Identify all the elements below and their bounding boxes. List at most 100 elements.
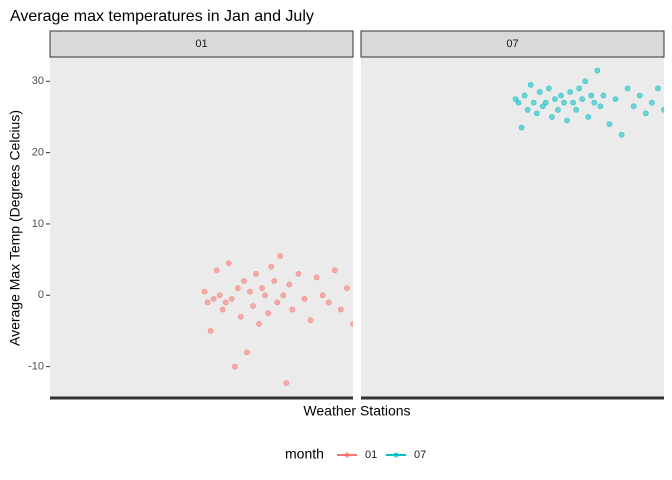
- point: [648, 99, 655, 106]
- point: [350, 320, 353, 327]
- point: [241, 278, 247, 284]
- point: [570, 99, 576, 106]
- point: [573, 106, 580, 113]
- point: [600, 92, 607, 99]
- point: [207, 328, 214, 334]
- y-axis-label: Average Max Temp (Degrees Celcius): [7, 110, 23, 346]
- point: [274, 299, 281, 306]
- legend-key-point: [393, 452, 399, 458]
- point: [337, 306, 344, 313]
- point: [582, 78, 589, 85]
- point: [521, 92, 528, 99]
- strip-label: 07: [506, 38, 518, 50]
- point: [231, 363, 238, 370]
- point: [564, 117, 570, 124]
- point: [271, 278, 278, 284]
- point: [576, 85, 583, 92]
- y-tick-label: 10: [32, 218, 44, 230]
- x-axis-label: Weather Stations: [303, 403, 410, 419]
- point: [533, 110, 540, 117]
- point: [536, 89, 543, 95]
- point: [527, 81, 534, 88]
- point: [283, 380, 290, 386]
- panel: [512, 67, 664, 138]
- point: [280, 292, 287, 299]
- y-tick-label: 30: [32, 75, 44, 87]
- legend-label: 07: [414, 449, 426, 461]
- point: [216, 292, 223, 299]
- point: [262, 292, 269, 299]
- point: [325, 299, 332, 306]
- y-tick-label: 20: [32, 147, 44, 159]
- strip-label: 01: [195, 38, 207, 50]
- point: [331, 267, 338, 274]
- legend-key-point: [344, 452, 350, 458]
- point: [213, 267, 220, 274]
- point: [268, 263, 275, 270]
- point: [244, 349, 250, 356]
- point: [548, 114, 555, 120]
- point: [247, 288, 253, 295]
- point: [234, 285, 241, 292]
- point: [661, 106, 664, 113]
- point: [256, 320, 262, 327]
- point: [585, 114, 592, 120]
- point: [655, 85, 661, 92]
- point: [201, 288, 208, 295]
- point: [237, 313, 244, 320]
- point: [259, 285, 265, 292]
- point: [210, 295, 217, 302]
- point: [588, 92, 595, 99]
- strip-background: [360, 30, 665, 58]
- point: [307, 317, 314, 324]
- point: [295, 270, 302, 277]
- point: [313, 274, 320, 281]
- point: [277, 253, 284, 259]
- point: [606, 121, 613, 127]
- point: [301, 295, 308, 302]
- point: [222, 299, 229, 306]
- point: [286, 281, 293, 288]
- point: [228, 295, 235, 302]
- point: [289, 306, 296, 313]
- panel: [201, 253, 353, 386]
- legend-label: 01: [365, 449, 377, 461]
- chart-title: Average max temperatures in Jan and July: [10, 8, 314, 25]
- point: [219, 306, 226, 313]
- point: [552, 96, 558, 102]
- point: [344, 285, 350, 292]
- point: [542, 99, 549, 106]
- point: [265, 310, 272, 317]
- point: [555, 106, 561, 113]
- point: [524, 106, 531, 113]
- point: [545, 85, 552, 92]
- legend-title: month: [285, 446, 324, 462]
- point: [618, 131, 625, 138]
- point: [319, 292, 326, 299]
- point: [558, 92, 564, 99]
- point: [225, 260, 232, 267]
- panel-background: [50, 57, 353, 398]
- y-tick-label: -10: [28, 361, 44, 373]
- point: [591, 99, 598, 106]
- point: [530, 99, 537, 106]
- point: [624, 85, 631, 92]
- strip-background: [49, 30, 354, 58]
- point: [204, 299, 211, 306]
- panel-background: [361, 57, 664, 398]
- point: [250, 303, 256, 309]
- point: [597, 103, 604, 110]
- point: [630, 103, 637, 110]
- point: [612, 96, 619, 102]
- point: [594, 67, 601, 74]
- point: [579, 96, 586, 102]
- point: [636, 92, 643, 99]
- y-tick-label: 0: [38, 289, 44, 301]
- point: [518, 124, 525, 131]
- point: [567, 89, 573, 95]
- point: [642, 110, 649, 117]
- point: [561, 99, 567, 106]
- point: [515, 99, 522, 106]
- point: [253, 270, 259, 277]
